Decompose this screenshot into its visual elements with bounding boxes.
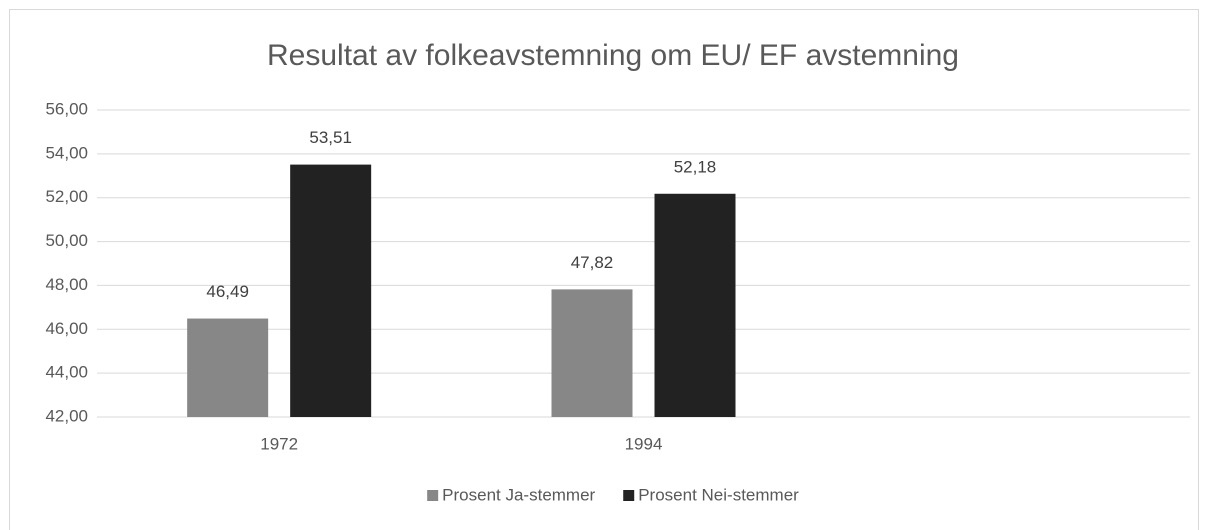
bar [551,289,633,417]
bar [654,193,736,417]
legend-swatch [623,490,635,501]
y-tick-label: 50,00 [45,231,88,250]
bar [187,318,269,417]
value-label: 46,49 [206,282,249,301]
chart-border [9,9,1199,530]
x-tick-label: 1972 [260,434,298,453]
y-tick-label: 52,00 [45,187,88,206]
bar [290,164,372,417]
value-label: 47,82 [571,253,614,272]
value-label: 52,18 [674,157,717,176]
y-tick-label: 48,00 [45,275,88,294]
legend-label: Prosent Ja-stemmer [442,485,595,504]
y-tick-label: 42,00 [45,406,88,425]
legend-swatch [427,490,439,501]
value-label: 53,51 [309,128,352,147]
y-tick-label: 56,00 [45,99,88,118]
chart-title: Resultat av folkeavstemning om EU/ EF av… [267,39,959,72]
y-tick-label: 44,00 [45,363,88,382]
legend-label: Prosent Nei-stemmer [638,485,799,504]
y-tick-label: 46,00 [45,319,88,338]
y-tick-label: 54,00 [45,143,88,162]
x-tick-label: 1994 [625,434,663,453]
